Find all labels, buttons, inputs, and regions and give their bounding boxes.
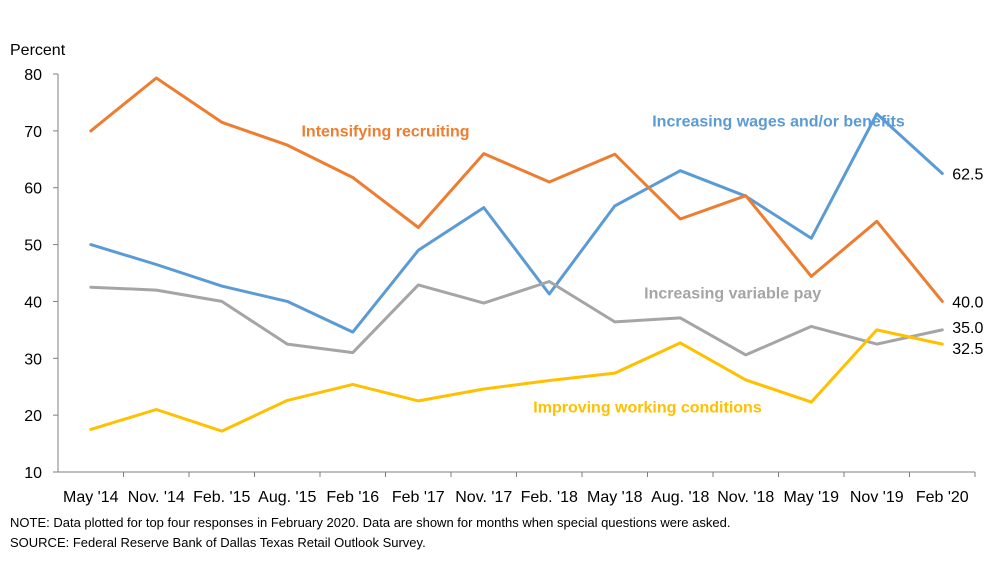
end-label-2: 35.0 (952, 320, 983, 337)
series-line-3 (89, 328, 944, 433)
note-text: NOTE: Data plotted for top four response… (10, 515, 731, 530)
axes (57, 74, 975, 473)
end-label-0: 62.5 (952, 167, 983, 184)
y-axis-ticks: 10 20 30 40 50 60 70 80 (24, 67, 58, 482)
x-tick-label: Nov. '14 (128, 489, 185, 506)
end-labels: 62.5 40.0 35.0 32.5 (952, 167, 983, 359)
y-tick-label: 30 (24, 351, 42, 368)
end-label-3: 32.5 (952, 341, 983, 358)
x-axis-ticks: May '14 Nov. '14 Feb. '15 Aug. '15 Feb '16 Fe… (63, 472, 976, 506)
end-label-1: 40.0 (952, 294, 983, 311)
y-axis-title: Percent (10, 42, 66, 59)
x-tick-label: Feb '20 (916, 489, 969, 506)
series-labels: Increasing wages and/or benefits Intensif… (301, 113, 904, 416)
series-label-2: Increasing variable pay (644, 286, 821, 303)
x-tick-label: Nov '19 (850, 489, 904, 506)
x-tick-label: May '14 (63, 489, 119, 506)
x-tick-label: May '19 (783, 489, 839, 506)
series-line-1 (89, 76, 944, 303)
line-chart: Percent 10 20 30 40 50 60 70 80 May '14 Nov. '14… (10, 42, 983, 506)
x-tick-label: Feb. '18 (521, 489, 578, 506)
series-line-2 (89, 280, 944, 357)
x-tick-label: Aug. '18 (651, 489, 709, 506)
series-label-3: Improving working conditions (533, 399, 762, 416)
x-tick-label: Nov. '17 (455, 489, 512, 506)
y-tick-label: 60 (24, 181, 42, 198)
y-tick-label: 20 (24, 408, 42, 425)
series-label-0: Increasing wages and/or benefits (652, 113, 905, 130)
x-tick-label: Feb. '15 (193, 489, 250, 506)
series-line-0 (89, 112, 944, 334)
x-tick-label: Nov. '18 (717, 489, 774, 506)
x-tick-label: Aug. '15 (258, 489, 316, 506)
source-text: SOURCE: Federal Reserve Bank of Dallas T… (10, 535, 426, 550)
y-tick-label: 80 (24, 67, 42, 84)
series-lines (89, 76, 944, 433)
x-tick-label: May '18 (587, 489, 643, 506)
x-tick-label: Feb '17 (392, 489, 445, 506)
y-tick-label: 40 (24, 294, 42, 311)
series-label-1: Intensifying recruiting (301, 124, 469, 141)
y-tick-label: 50 (24, 238, 42, 255)
x-tick-label: Feb '16 (326, 489, 379, 506)
y-tick-label: 10 (24, 465, 42, 482)
y-tick-label: 70 (24, 124, 42, 141)
chart-notes: NOTE: Data plotted for top four response… (10, 513, 730, 553)
